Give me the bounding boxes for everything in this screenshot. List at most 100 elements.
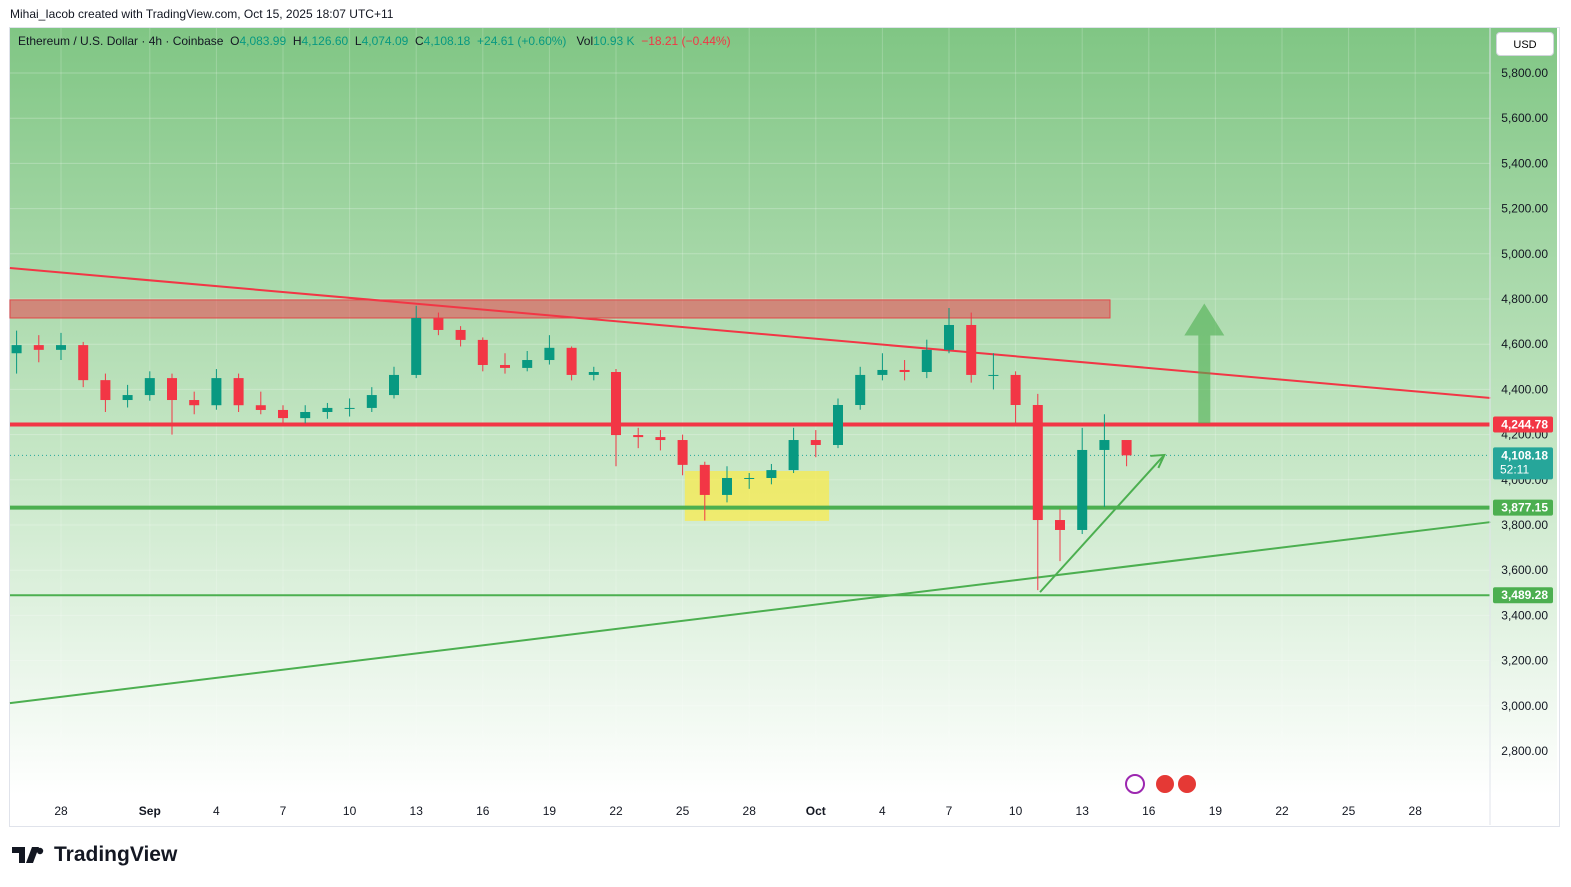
candle-body bbox=[944, 324, 954, 350]
open-value: 4,083.99 bbox=[239, 34, 287, 48]
countdown-text: 52:11 bbox=[1500, 462, 1529, 476]
candle-body bbox=[411, 317, 422, 375]
candle-body bbox=[1077, 449, 1088, 530]
volume-value: 10.93 K bbox=[593, 34, 635, 48]
x-tick-label: 19 bbox=[543, 804, 557, 818]
candle-body bbox=[988, 374, 999, 376]
x-tick-label: Oct bbox=[806, 804, 826, 818]
candle-body bbox=[899, 369, 910, 372]
descending-trendline bbox=[9, 267, 1491, 399]
candle-body bbox=[500, 364, 510, 368]
candle-body bbox=[810, 440, 821, 445]
x-tick-label: 28 bbox=[743, 804, 757, 818]
x-tick-label: 16 bbox=[476, 804, 490, 818]
change-value: +24.61 (+0.60%) bbox=[477, 34, 567, 48]
currency-button[interactable]: USD bbox=[1496, 32, 1554, 56]
symbol-title[interactable]: Ethereum / U.S. Dollar · 4h · Coinbase bbox=[18, 34, 224, 48]
close-value: 4,108.18 bbox=[423, 34, 471, 48]
lightning-event-icon bbox=[1125, 774, 1145, 794]
candle-body bbox=[278, 409, 288, 419]
candle-body bbox=[144, 378, 155, 396]
x-tick-label: 22 bbox=[1275, 804, 1289, 818]
candle-body bbox=[477, 339, 488, 365]
y-tick-label: 4,800.00 bbox=[1501, 292, 1548, 306]
candle-body bbox=[1055, 520, 1065, 530]
candle-body bbox=[255, 405, 266, 410]
us-flag-event-icon bbox=[1176, 773, 1198, 795]
candle-body bbox=[611, 371, 621, 436]
last-price-label bbox=[1493, 447, 1553, 480]
x-tick-label: 19 bbox=[1209, 804, 1223, 818]
candle-body bbox=[722, 477, 732, 495]
chart-background bbox=[10, 28, 1557, 795]
volume-label: Vol bbox=[576, 34, 594, 48]
candle-body bbox=[100, 380, 111, 401]
resistance-zone[interactable] bbox=[9, 299, 1111, 319]
x-tick-label: 13 bbox=[410, 804, 424, 818]
candle-body bbox=[167, 378, 177, 401]
candle-body bbox=[322, 407, 333, 412]
x-tick-label: 7 bbox=[280, 804, 287, 818]
last-price-label-text: 4,108.18 bbox=[1501, 448, 1548, 462]
candle-body bbox=[633, 435, 644, 438]
symbol-legend: Ethereum / U.S. Dollar · 4h · Coinbase O… bbox=[18, 34, 731, 48]
y-tick-label: 3,200.00 bbox=[1501, 654, 1548, 668]
high-label: H bbox=[292, 34, 302, 48]
candle-body bbox=[344, 407, 355, 409]
candle-body bbox=[189, 400, 200, 406]
brand-name: TradingView bbox=[54, 843, 178, 866]
x-tick-label: 7 bbox=[946, 804, 953, 818]
x-tick-label: 25 bbox=[1342, 804, 1356, 818]
x-tick-label: 25 bbox=[676, 804, 690, 818]
x-tick-label: 4 bbox=[213, 804, 220, 818]
x-tick-label: 10 bbox=[1009, 804, 1023, 818]
x-tick-label: 13 bbox=[1076, 804, 1090, 818]
low-value: 4,074.09 bbox=[361, 34, 409, 48]
tradingview-logo[interactable]: TradingView bbox=[12, 843, 177, 867]
arrow-head bbox=[1150, 453, 1166, 469]
tradingview-icon bbox=[12, 847, 44, 863]
support-price-label-text: 3,877.15 bbox=[1501, 501, 1548, 515]
candle-body bbox=[766, 470, 777, 478]
projection-arrow bbox=[1039, 454, 1166, 593]
support-2-price-label-text: 3,489.28 bbox=[1501, 588, 1548, 602]
chart-credit: Mihai_Iacob created with TradingView.com… bbox=[10, 7, 394, 21]
candle-body bbox=[233, 378, 244, 406]
ascending-trendline bbox=[9, 521, 1491, 705]
candle-body bbox=[211, 378, 222, 406]
candle-body bbox=[1099, 440, 1110, 450]
y-tick-label: 5,800.00 bbox=[1501, 66, 1548, 80]
candle-body bbox=[588, 371, 599, 375]
high-value: 4,126.60 bbox=[301, 34, 349, 48]
up-arrow bbox=[1184, 303, 1225, 424]
y-tick-label: 3,000.00 bbox=[1501, 699, 1548, 713]
support-2-price-label bbox=[1493, 587, 1553, 604]
candle-body bbox=[1010, 374, 1021, 405]
candle-body bbox=[300, 412, 311, 419]
x-tick-label: 28 bbox=[1409, 804, 1423, 818]
x-tick-label: 10 bbox=[343, 804, 357, 818]
candle-body bbox=[122, 395, 133, 401]
candle-body bbox=[366, 395, 377, 408]
x-tick-label: 16 bbox=[1142, 804, 1156, 818]
x-tick-label: 28 bbox=[54, 804, 68, 818]
candle-body bbox=[966, 324, 977, 375]
candle-body bbox=[11, 345, 22, 354]
candle-body bbox=[655, 437, 666, 441]
candle-body bbox=[544, 347, 555, 361]
candle-body bbox=[389, 374, 399, 396]
y-tick-label: 2,800.00 bbox=[1501, 744, 1548, 758]
x-tick-label: Sep bbox=[139, 804, 161, 818]
candle-body bbox=[433, 317, 444, 330]
candle-body bbox=[33, 345, 44, 350]
candle-body bbox=[522, 360, 533, 368]
y-tick-label: 3,800.00 bbox=[1501, 518, 1548, 532]
close-label: C bbox=[414, 34, 424, 48]
candle-body bbox=[699, 464, 710, 495]
y-tick-label: 5,200.00 bbox=[1501, 202, 1548, 216]
y-tick-label: 3,400.00 bbox=[1501, 608, 1548, 622]
open-label: O bbox=[230, 34, 240, 48]
candle-body bbox=[455, 329, 466, 340]
x-tick-label: 4 bbox=[879, 804, 886, 818]
